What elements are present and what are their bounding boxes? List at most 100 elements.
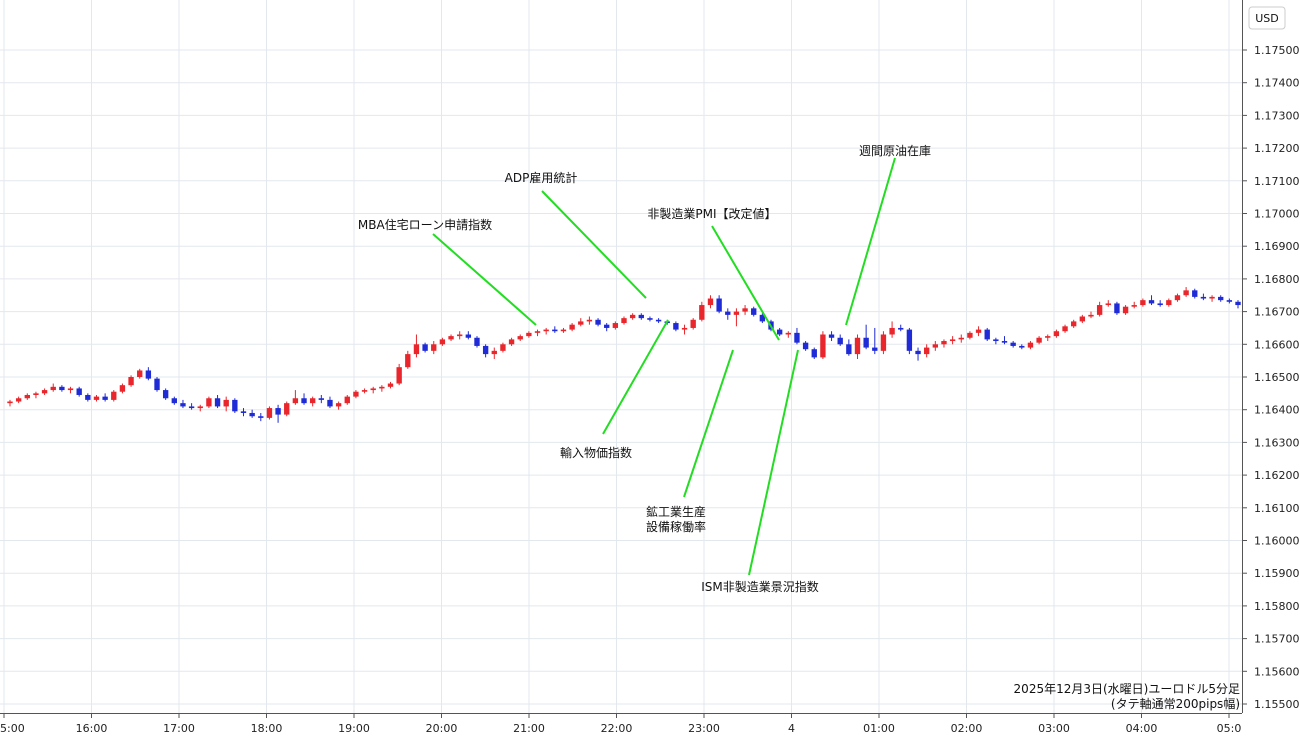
candle-body [482,345,489,355]
annotation-label: 輸入物価指数 [560,445,632,460]
x-tick-label: 22:00 [601,722,633,735]
candle-body [949,339,956,342]
candle-body [1114,303,1120,314]
candle-body [1045,336,1051,338]
candle-body [301,398,307,404]
candle-body [1079,316,1086,322]
candle-body [828,334,835,338]
candle-body [206,398,212,407]
candle-body [500,344,506,351]
x-tick-label: 02:00 [951,722,983,735]
candle-body [1062,326,1068,332]
candle-body [249,412,255,417]
candle-body [171,398,177,404]
candle-body [180,403,186,407]
candle-body [33,393,39,395]
candle-body [491,350,497,355]
candle-body [837,337,843,345]
candle-body [1226,300,1233,302]
candle-body [621,318,627,324]
candle-body [154,378,160,391]
candle-body [448,336,454,340]
candle-body [975,329,982,333]
candle-body [465,334,472,338]
candle-body [85,394,91,400]
candle-body [353,391,359,397]
candle-body [41,390,48,394]
annotation-label: 設備稼働率 [646,519,706,534]
candle-body [258,416,264,418]
candle-body [993,339,999,342]
candle-body [396,367,402,384]
candle-body [370,388,376,391]
y-tick-label: 1.17000 [1254,208,1300,221]
candle-body [526,332,532,337]
candle-body [7,401,13,404]
candle-body [1209,296,1215,299]
candle-body [214,398,221,407]
annotation-label: ADP雇用統計 [505,170,578,185]
candle-body [422,344,428,351]
candle-body [188,406,195,409]
candle-body [1053,331,1060,337]
candle-body [604,324,610,328]
y-tick-label: 1.15700 [1254,633,1300,646]
candle-body [751,308,757,315]
candle-body [846,344,852,355]
x-tick-label: 23:00 [688,722,720,735]
y-tick-label: 1.16600 [1254,338,1300,351]
candle-body [240,411,247,413]
y-tick-label: 1.16100 [1254,502,1300,515]
candle-body [595,319,601,325]
candle-body [1157,303,1163,306]
candle-body [1071,321,1077,327]
y-tick-label: 1.16300 [1254,436,1300,449]
candle-body [1019,345,1025,348]
candle-body [785,332,791,335]
candle-body [275,408,281,415]
y-tick-label: 1.15600 [1254,665,1300,678]
candle-body [673,323,679,330]
y-tick-label: 1.15500 [1254,698,1300,711]
candle-body [759,314,766,322]
x-tick-label: 5:00 [0,722,25,735]
candle-body [638,314,644,319]
annotation-leader-line [845,157,896,326]
candle-body [967,332,973,338]
y-tick-label: 1.16000 [1254,535,1300,548]
y-tick-label: 1.17500 [1254,44,1300,57]
candle-body [111,391,117,400]
candle-body [361,390,368,392]
candle-body [707,298,714,306]
chart-caption-line1: 2025年12月3日(水曜日)ユーロドル5分足 [1014,682,1240,696]
candle-body [854,337,861,355]
candle-body [309,398,316,404]
candle-body [1010,342,1016,346]
candle-body [197,406,203,409]
x-tick-label: 03:00 [1038,722,1070,735]
candle-body [1200,296,1207,299]
candle-body [292,398,299,404]
candle-body [1036,337,1042,343]
currency-badge[interactable] [1248,6,1286,30]
x-tick-label: 21:00 [513,722,545,735]
x-tick-label: 01:00 [863,722,895,735]
candle-body [794,332,800,343]
candle-body [318,398,325,400]
candle-body [889,327,895,335]
y-tick-label: 1.17400 [1254,77,1300,90]
y-tick-label: 1.16500 [1254,371,1300,384]
candle-body [387,383,394,387]
candle-body [413,344,420,355]
candle-body [655,319,662,322]
candle-body [128,377,134,386]
candle-body [733,311,740,315]
candle-body [1096,305,1103,315]
candle-body [145,370,152,379]
annotation-leader-line [432,233,537,326]
candle-body [802,342,809,350]
candle-body [405,354,411,368]
y-tick-label: 1.17200 [1254,142,1300,155]
candle-body [1122,306,1129,314]
